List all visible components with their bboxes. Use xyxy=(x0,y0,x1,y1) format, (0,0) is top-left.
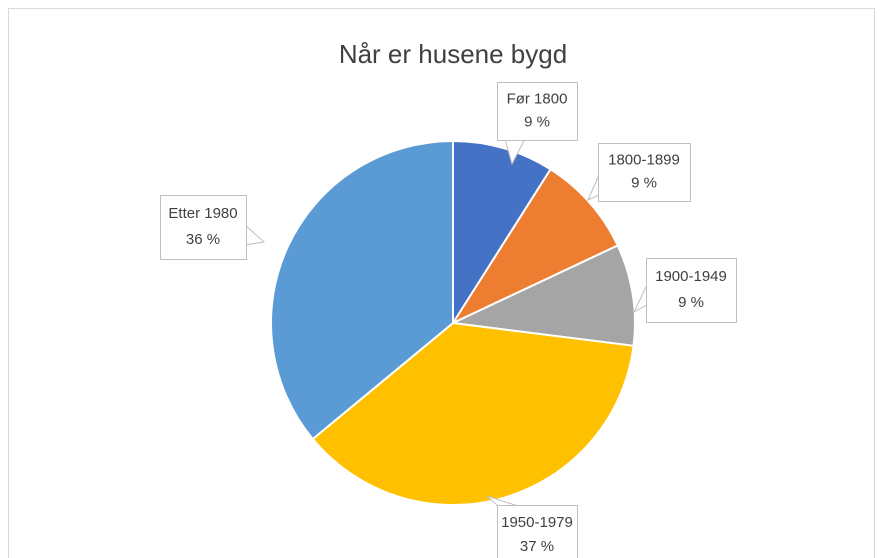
callout-box xyxy=(160,195,247,260)
pie-slice xyxy=(270,139,454,441)
data-label-category: 1950-1979 xyxy=(501,514,573,531)
data-label-category: Etter 1980 xyxy=(168,205,237,222)
callout-box xyxy=(598,143,691,202)
data-label-value: 9 % xyxy=(631,175,657,192)
pie-slice xyxy=(311,321,635,506)
callout-box xyxy=(497,82,578,141)
callout-box xyxy=(646,258,737,323)
data-label-value: 9 % xyxy=(678,294,704,311)
pie-slice xyxy=(452,139,552,327)
pie-slice xyxy=(449,244,636,347)
data-label-value: 37 % xyxy=(520,538,554,555)
data-label-value: 36 % xyxy=(186,231,220,248)
callout-box xyxy=(497,505,578,558)
data-label-value: 9 % xyxy=(524,114,550,131)
data-label-category: Før 1800 xyxy=(507,90,568,107)
data-label-category: 1900-1949 xyxy=(655,268,727,285)
chart-title: Når er husene bygd xyxy=(339,39,567,69)
pie-slice xyxy=(450,167,620,326)
data-label-category: 1800-1899 xyxy=(608,151,680,168)
